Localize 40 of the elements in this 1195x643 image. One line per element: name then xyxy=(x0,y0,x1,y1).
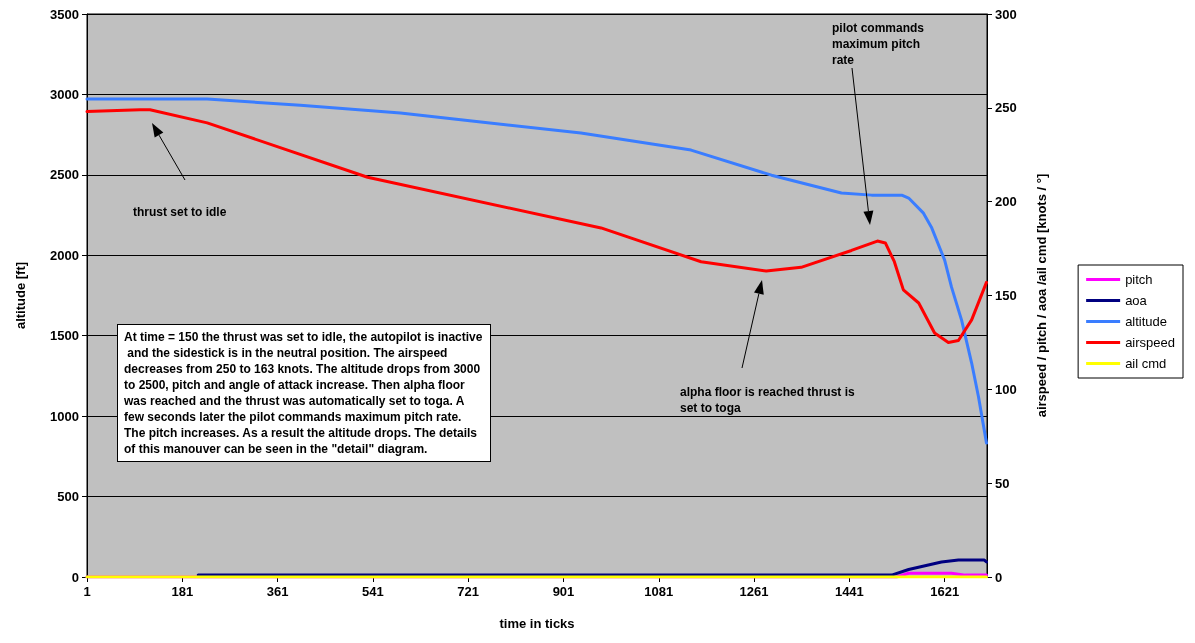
x-tick-label: 1261 xyxy=(739,584,769,599)
legend-label: airspeed xyxy=(1125,335,1176,350)
x-axis-title: time in ticks xyxy=(499,616,575,631)
y2-tick-label: 50 xyxy=(995,475,1010,491)
annotation: pilot commands maximum pitch rate xyxy=(832,21,928,67)
y2-tick-label: 300 xyxy=(995,6,1017,22)
annotation: thrust set to idle xyxy=(133,205,227,219)
x-tick-label: 1081 xyxy=(644,584,674,599)
y-tick-label: 2500 xyxy=(50,167,79,183)
y-tick-label: 1000 xyxy=(50,408,79,424)
legend-label: altitude xyxy=(1125,314,1168,329)
x-tick-label: 181 xyxy=(171,584,194,599)
x-tick-label: 1 xyxy=(83,584,91,599)
legend-label: pitch xyxy=(1125,272,1153,287)
y-tick-label: 3000 xyxy=(50,86,79,102)
y2-tick-label: 250 xyxy=(995,100,1017,116)
x-tick-label: 361 xyxy=(266,584,289,599)
y-tick-label: 3500 xyxy=(50,6,79,22)
annotation: At time = 150 the thrust was set to idle, the autopilot is inactive and the sidestick is in the neutral position. The airspeed decreases from 250 to 163 knots. The altitude drops from 3000 to 2500, pitch and angle of attack increase. Then alpha floor was reached and the thrust was automatically set to toga. A few seconds later the pilot commands maximum pitch rate. The pitch increases. As a result the altitude drops. The details of this manouver can be seen in the "detail" diagram. xyxy=(123,330,484,456)
y2-axis-title: airspeed / pitch / aoa /ail cmd [knots / °] xyxy=(1034,173,1049,418)
legend-label: ail cmd xyxy=(1125,356,1167,371)
y2-tick-label: 150 xyxy=(995,288,1017,303)
x-tick-label: 1621 xyxy=(930,584,960,599)
y-axis-title: altitude [ft] xyxy=(13,261,28,330)
legend-label: aoa xyxy=(1125,293,1148,308)
line-series xyxy=(85,97,988,445)
y2-tick-label: 100 xyxy=(995,381,1017,397)
y2-tick-label: 200 xyxy=(995,194,1017,210)
x-tick-label: 1441 xyxy=(834,584,864,599)
annotation: alpha floor is reached thrust is set to toga xyxy=(680,385,859,415)
y-tick-label: 1500 xyxy=(50,328,79,344)
x-tick-label: 901 xyxy=(552,584,575,599)
y2-tick-label: 0 xyxy=(995,569,1003,585)
y-tick-label: 2000 xyxy=(50,247,79,263)
line-series xyxy=(85,108,988,344)
y-tick-label: 0 xyxy=(71,569,79,585)
x-tick-label: 721 xyxy=(457,584,480,599)
line-series xyxy=(196,558,988,577)
y-tick-label: 500 xyxy=(57,489,79,505)
x-tick-label: 541 xyxy=(362,584,384,599)
